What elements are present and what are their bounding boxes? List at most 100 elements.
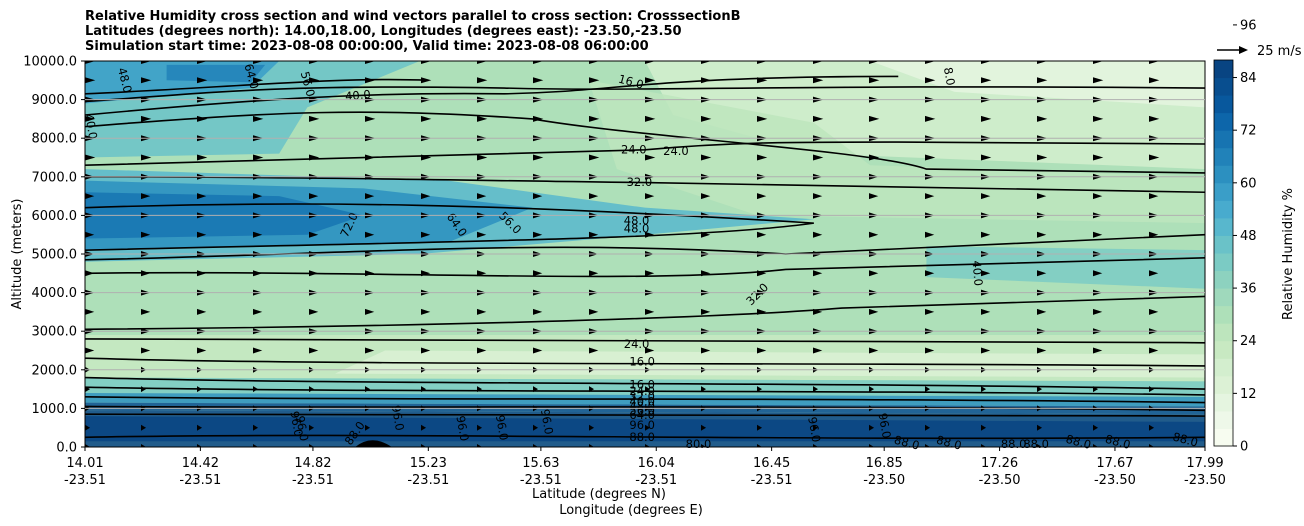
wind-vector — [309, 444, 315, 447]
wind-vector — [533, 231, 543, 238]
colorbar-segment — [1214, 323, 1233, 342]
colorbar-segment — [1214, 182, 1233, 201]
wind-vector — [701, 61, 712, 64]
contour-label: 24.0 — [629, 384, 655, 398]
wind-vector — [533, 77, 544, 84]
wind-vector — [645, 347, 655, 354]
contour-line — [85, 257, 1205, 278]
wind-vector — [477, 154, 488, 161]
contour-label: 24.0 — [663, 144, 689, 158]
wind-vector — [253, 424, 259, 431]
humidity-band — [870, 61, 1205, 108]
contour-label: 96.0 — [629, 418, 655, 432]
wind-vector — [309, 231, 319, 238]
wind-vector — [477, 424, 483, 431]
colorbar-segment — [1214, 340, 1233, 359]
colorbar-segment — [1214, 165, 1233, 184]
wind-vector — [701, 347, 711, 354]
colorbar-segment — [1214, 200, 1233, 219]
y-axis: 0.0 1000.0 2000.0 3000.0 4000.0 5000.0 6000.0 7… — [23, 55, 1205, 456]
wind-vector — [309, 193, 319, 200]
wind-vector — [1093, 193, 1103, 200]
x-tick-label-lat: 17.99 — [1186, 456, 1223, 471]
colorbar-segment — [1214, 235, 1233, 254]
wind-vector — [869, 347, 879, 354]
y-tick-label: 6000.0 — [32, 209, 78, 224]
wind-vector — [477, 115, 488, 122]
wind-vector — [869, 444, 875, 447]
y-tick-label: 3000.0 — [32, 325, 78, 340]
contour-label: 96.0 — [453, 415, 471, 443]
wind-vector — [701, 193, 711, 200]
wind-vector — [589, 154, 600, 161]
y-tick-label: 1000.0 — [32, 402, 78, 417]
wind-vector — [701, 115, 712, 122]
wind-vector — [589, 77, 600, 84]
wind-vector — [757, 444, 763, 447]
x-tick-label-lon: -23.50 — [1094, 473, 1136, 488]
wind-vector — [1037, 61, 1048, 64]
wind-vector — [813, 154, 824, 161]
wind-vector — [197, 77, 208, 84]
contour-line — [85, 357, 1205, 367]
wind-vector — [645, 115, 656, 122]
contour-label: 8.0 — [941, 66, 958, 86]
wind-vector — [1037, 270, 1047, 277]
wind-vector — [757, 154, 768, 161]
contour-line — [85, 75, 899, 116]
colorbar-frame — [1213, 59, 1234, 447]
contour-label: 16.0 — [629, 378, 655, 392]
x-tick-label-lat: 17.26 — [981, 456, 1018, 471]
contour-label: 32.0 — [627, 175, 653, 189]
wind-vector — [421, 444, 427, 447]
contour-line — [85, 295, 1205, 331]
wind-vector — [645, 193, 655, 200]
wind-vector — [589, 231, 599, 238]
wind-vector — [981, 444, 987, 447]
wind-vector — [253, 308, 263, 315]
colorbar-segment — [1214, 270, 1233, 289]
contour-label: 96.0 — [538, 408, 556, 436]
wind-vector — [477, 61, 488, 64]
wind-vector — [533, 270, 543, 277]
wind-vector — [981, 154, 992, 161]
wind-vector — [1037, 115, 1048, 122]
wind-vector — [477, 444, 483, 447]
contour-label: 48.0 — [624, 214, 650, 228]
wind-vector — [869, 424, 875, 431]
wind-vector — [1037, 444, 1043, 447]
colorbar-tick-label: 72 — [1240, 124, 1257, 139]
wind-vector — [533, 193, 543, 200]
wind-vector — [813, 270, 823, 277]
wind-vector — [197, 444, 203, 447]
wind-vector — [141, 347, 151, 354]
wind-vector — [141, 77, 152, 84]
x-tick-label-lat: 14.42 — [182, 456, 219, 471]
wind-vector — [85, 231, 95, 238]
contour-label: 16.0 — [617, 72, 645, 92]
wind-vector — [645, 61, 656, 64]
wind-vector — [85, 347, 95, 354]
wind-vector — [421, 424, 427, 431]
wind-vector — [141, 308, 151, 315]
wind-vector — [813, 193, 823, 200]
wind-vector — [813, 424, 819, 431]
wind-vector — [981, 386, 987, 393]
wind-vector — [197, 231, 207, 238]
wind-vector — [477, 308, 487, 315]
contour-label: 96.0 — [287, 410, 305, 438]
contour-label: 48.0 — [624, 221, 650, 235]
wind-vector — [1037, 77, 1048, 84]
wind-vector — [869, 61, 880, 64]
contour-line — [85, 396, 1205, 404]
wind-vector — [421, 193, 431, 200]
wind-vector — [925, 308, 935, 315]
chart-title-line: Latitudes (degrees north): 14.00,18.00, … — [85, 24, 682, 39]
x-axis-label-longitude: Longitude (degrees E) — [559, 503, 703, 518]
wind-vector — [981, 308, 991, 315]
chart-title-line: Simulation start time: 2023-08-08 00:00:… — [85, 39, 649, 54]
x-tick-label-lon: -23.51 — [64, 473, 106, 488]
colorbar-segment — [1214, 60, 1233, 79]
contour-line — [85, 386, 1205, 396]
contour-label: 88.0 — [1023, 437, 1049, 451]
